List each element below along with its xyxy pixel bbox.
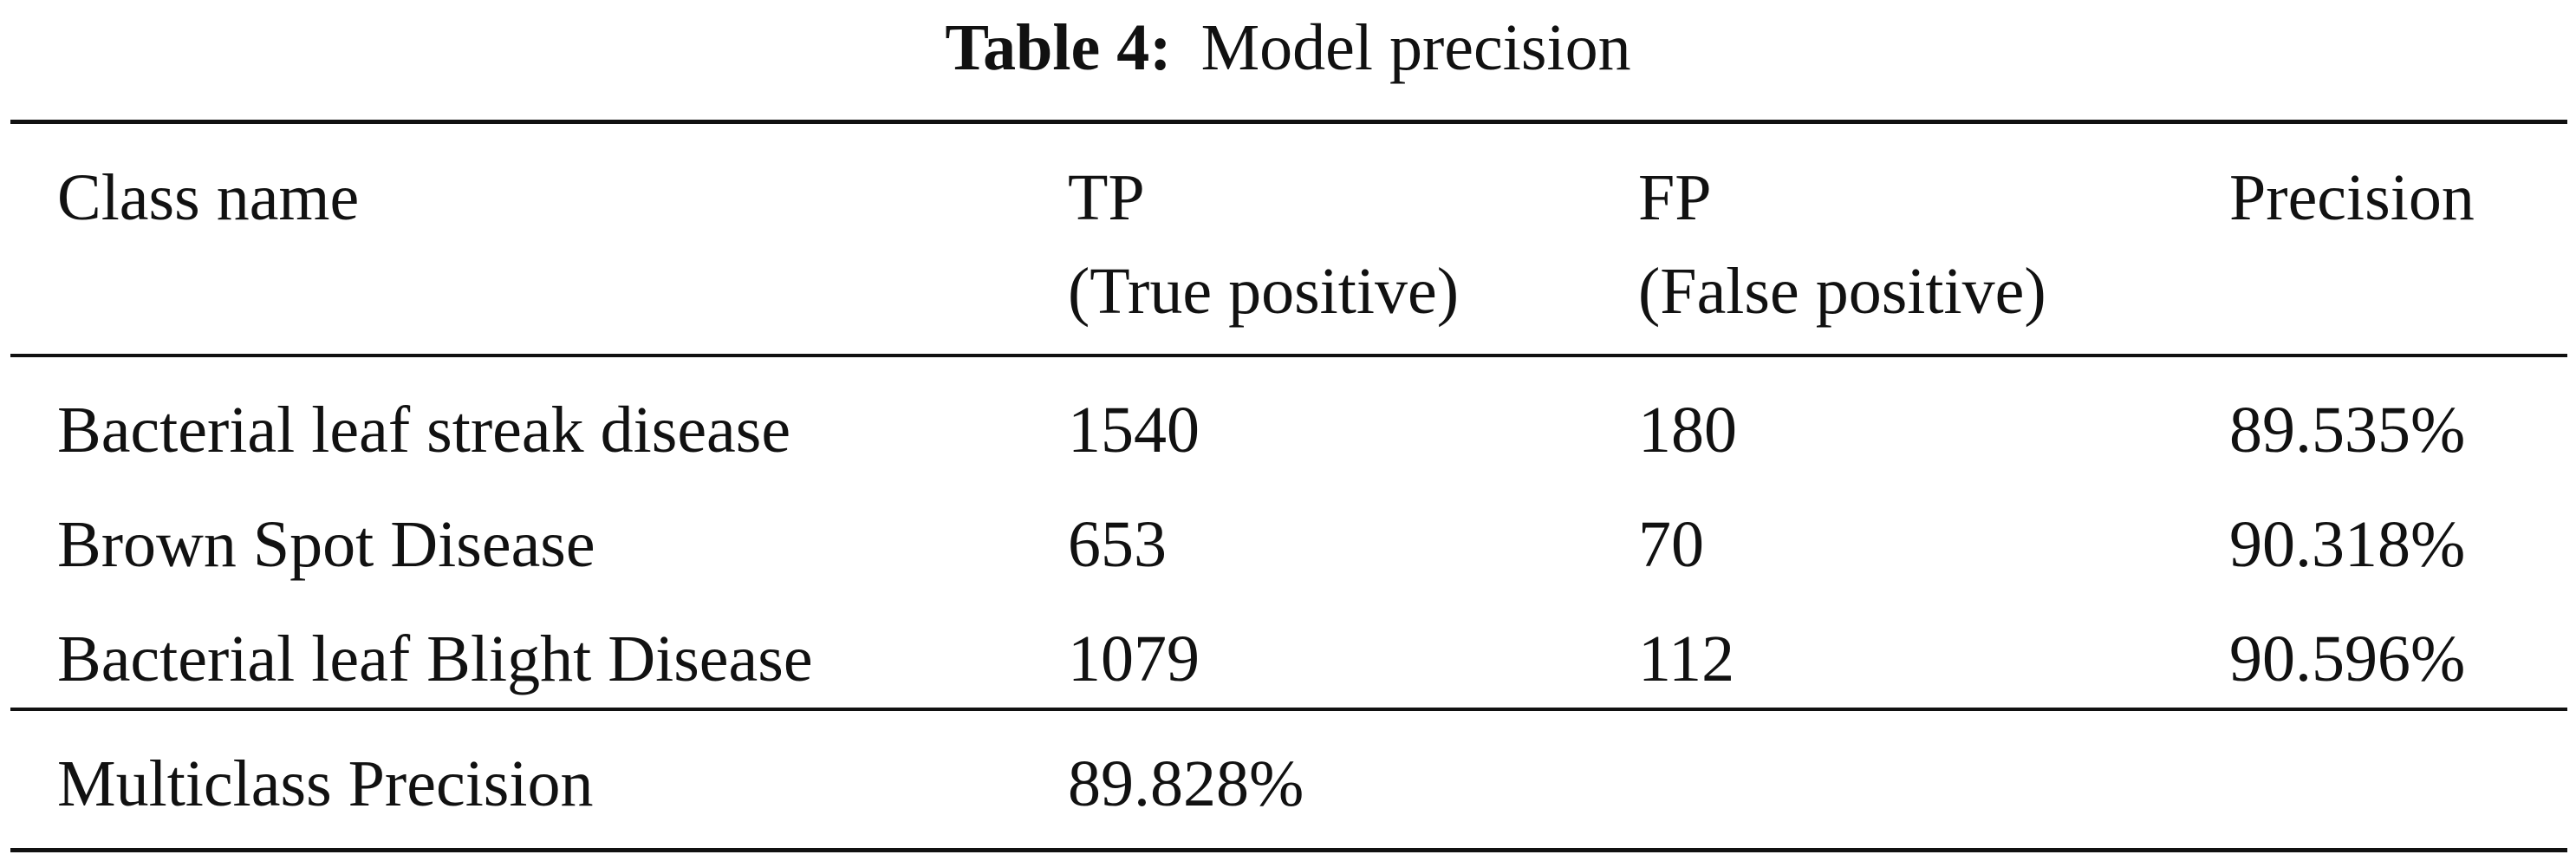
table-caption: Table 4: Model precision <box>0 0 2576 95</box>
row-tp: 1540 <box>1068 394 1200 466</box>
row-class-name: Bacterial leaf streak disease <box>57 394 791 466</box>
caption-title: Model precision <box>1200 11 1631 84</box>
row-class-name: Brown Spot Disease <box>57 508 595 581</box>
header-rule <box>10 354 2567 357</box>
header-tp: TP (True positive) <box>1068 165 1459 324</box>
row-fp: 180 <box>1638 394 1737 466</box>
row-class-name: Bacterial leaf Blight Disease <box>57 623 813 695</box>
top-rule <box>10 120 2567 124</box>
row-precision: 90.596% <box>2229 623 2466 695</box>
row-fp: 70 <box>1638 508 1704 581</box>
header-precision: Precision <box>2229 165 2475 231</box>
row-tp: 653 <box>1068 508 1167 581</box>
caption-label: Table 4: <box>945 11 1172 84</box>
summary-value: 89.828% <box>1068 747 1304 820</box>
header-precision-text: Precision <box>2229 161 2475 234</box>
header-fp-line1: FP <box>1638 161 1712 234</box>
header-class-name-text: Class name <box>57 161 360 234</box>
summary-rule <box>10 708 2567 711</box>
bottom-rule <box>10 848 2567 852</box>
row-precision: 89.535% <box>2229 394 2466 466</box>
header-tp-line2: (True positive) <box>1068 255 1460 328</box>
header-tp-line1: TP <box>1068 161 1145 234</box>
row-fp: 112 <box>1638 623 1735 695</box>
header-fp-line2: (False positive) <box>1638 255 2046 328</box>
row-tp: 1079 <box>1068 623 1200 695</box>
header-fp: FP (False positive) <box>1638 165 2046 324</box>
row-precision: 90.318% <box>2229 508 2466 581</box>
summary-label: Multiclass Precision <box>57 747 594 820</box>
header-class-name: Class name <box>57 165 359 231</box>
